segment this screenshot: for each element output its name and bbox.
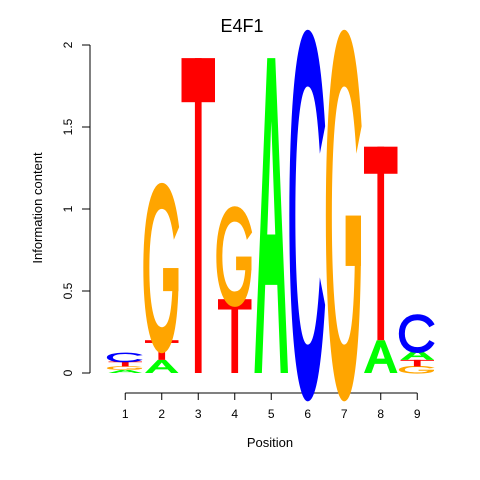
y-axis-label: Information content (30, 152, 45, 264)
logo-letter-A (145, 359, 179, 373)
glyph-part (377, 146, 385, 341)
y-axis: 0 0.5 1 1.5 2 (61, 41, 91, 376)
y-tick-label: 1 (61, 205, 75, 212)
glyph-part (398, 314, 435, 353)
glyph-part (108, 369, 142, 373)
y-tick-label: 0.5 (61, 282, 75, 299)
x-axis-label: Position (247, 435, 293, 450)
logo-letter-G (216, 206, 253, 307)
x-tick-label: 4 (231, 407, 238, 421)
y-tick-label: 1.5 (61, 118, 75, 135)
x-tick-label: 5 (268, 407, 275, 421)
glyph-part (400, 350, 434, 360)
logo-letter-A (108, 369, 142, 373)
glyph-part (163, 268, 179, 292)
logo-letter-A (400, 350, 434, 360)
glyph-part (106, 366, 143, 371)
chart-title: E4F1 (220, 16, 263, 36)
glyph-part (126, 368, 142, 369)
x-tick-label: 2 (158, 407, 165, 421)
logo-letter-C (106, 352, 143, 363)
logo-letter-G (106, 366, 143, 371)
glyph-part (325, 29, 362, 402)
logo-letter-A (364, 340, 398, 373)
logo-letter-G (398, 365, 435, 374)
glyph-part (216, 206, 253, 307)
x-tick-label: 3 (195, 407, 202, 421)
logo-letter-T (181, 58, 215, 374)
glyph-part (106, 352, 143, 363)
glyph-part (231, 299, 239, 374)
glyph-part (289, 29, 326, 402)
logo-letter-G (143, 182, 180, 354)
glyph-part (254, 58, 288, 374)
x-tick-label: 6 (304, 407, 311, 421)
glyph-part (345, 215, 361, 266)
logo-letter-T (400, 359, 434, 367)
x-tick-label: 7 (341, 407, 348, 421)
x-tick-label: 8 (377, 407, 384, 421)
glyph-part (143, 182, 180, 354)
x-tick-label: 9 (414, 407, 421, 421)
glyph-part (194, 58, 202, 374)
logo-letter-C (289, 29, 326, 402)
y-tick-label: 2 (61, 41, 75, 48)
x-axis: 1 2 3 4 5 6 7 8 9 (122, 392, 421, 421)
glyph-part (413, 359, 421, 367)
glyph-part (121, 361, 129, 367)
glyph-part (145, 359, 179, 373)
logo-letter-A (254, 58, 288, 374)
glyph-part (364, 340, 398, 373)
logo-stacks (106, 29, 435, 402)
logo-letter-T (364, 146, 398, 341)
y-tick-label: 0 (61, 369, 75, 376)
logo-letter-T (218, 299, 252, 374)
glyph-part (418, 369, 434, 371)
glyph-part (236, 256, 252, 271)
logo-letter-C (398, 314, 435, 353)
glyph-part (398, 365, 435, 374)
logo-letter-G (325, 29, 362, 402)
x-tick-label: 1 (122, 407, 129, 421)
